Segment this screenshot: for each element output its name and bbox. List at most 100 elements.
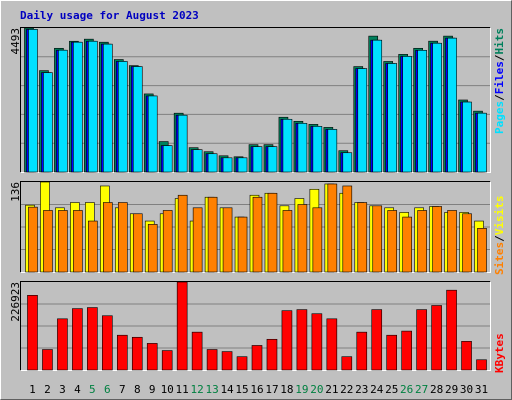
bar [431,305,442,371]
bar [237,216,248,273]
x-tick-label: 20 [310,383,323,396]
legend-separator: / [493,235,506,242]
bar [462,101,472,173]
legend-entry: Sites [493,242,506,275]
x-tick-label: 5 [89,383,96,396]
x-tick-label: 26 [400,383,413,396]
bar [372,205,383,273]
bar [371,309,383,371]
x-tick-label: 19 [295,383,308,396]
bar [281,310,293,371]
bar [282,210,293,273]
bar [236,356,248,371]
bar [267,192,278,273]
x-tick-label: 25 [385,383,398,396]
bar [147,224,158,273]
bar [252,196,263,273]
bar [192,149,203,173]
legend-separator: / [493,54,506,61]
bar [447,210,457,273]
bar [282,118,293,173]
x-tick-label: 27 [415,383,428,396]
y-tick-label: 136 [9,182,22,202]
bar [177,194,188,273]
bar [342,152,353,173]
bar [116,334,128,371]
bar [131,336,143,371]
bar [356,331,368,371]
bar [102,315,113,371]
bar [311,313,323,371]
x-tick-label: 31 [475,383,488,396]
bar [87,307,98,371]
x-tick-label: 24 [370,383,384,396]
legend-entry: Files [493,61,506,94]
bar [177,114,188,173]
bar [117,202,128,273]
legend-entry: Visits [493,196,506,236]
bar [72,308,83,371]
bar [357,68,368,173]
bar [252,146,263,173]
x-tick-label: 11 [176,383,189,396]
bar [447,37,457,173]
plot-border [20,281,491,371]
plot-border [20,281,491,371]
bar [161,350,173,371]
bar [162,210,173,273]
legend: Pages/Files/Hits [493,28,506,134]
bar [297,204,308,273]
bar [297,123,308,173]
bar [42,349,53,371]
bar [327,183,338,273]
x-tick-label: 16 [250,383,263,396]
bar [147,95,158,173]
bar [103,43,113,173]
bar [312,126,323,173]
x-tick-label: 9 [149,383,156,396]
bar [221,351,233,371]
bar [266,338,278,371]
bar [372,39,383,173]
x-tick-label: 15 [235,383,248,396]
x-tick-label: 28 [430,383,443,396]
bar [387,63,398,173]
bar [462,213,472,273]
bar [296,309,308,371]
legend-entry: Hits [493,28,506,55]
bar [341,356,353,371]
bar [58,49,68,173]
bar [88,220,98,273]
x-tick-label: 7 [119,383,126,396]
x-tick-label: 29 [445,383,458,396]
x-tick-label: 18 [280,383,293,396]
bar [251,345,263,371]
bar [207,153,218,173]
bar [342,185,353,273]
bar [132,66,143,173]
plot-border [20,27,491,173]
bar [416,309,427,371]
bar [477,228,487,273]
bar [28,206,38,273]
bar [58,210,68,273]
legend-separator: / [493,94,506,101]
legend: KBytes [493,333,506,373]
bar [387,210,398,273]
bar [192,207,203,273]
bar [191,331,203,371]
y-tick-label: 226923 [9,282,22,322]
x-tick-label: 10 [161,383,174,396]
plot-border [20,181,491,273]
bar [446,289,457,371]
bar [327,129,338,173]
bar [207,196,218,273]
bar [28,29,38,173]
bar [73,41,83,173]
bar [267,146,278,173]
x-tick-label: 23 [355,383,368,396]
legend-entry: Pages [493,101,506,134]
bar [386,334,398,371]
bar [57,318,68,371]
